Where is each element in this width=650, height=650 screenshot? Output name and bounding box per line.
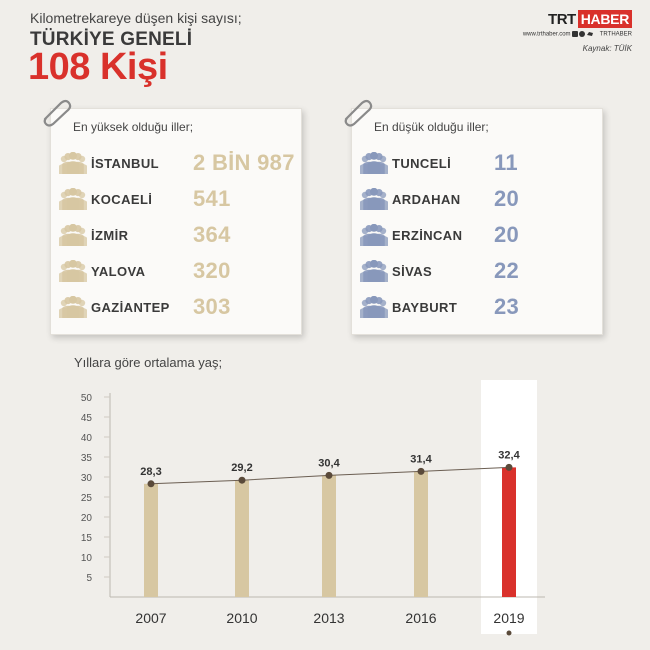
- lowest-city: BAYBURT: [392, 299, 458, 315]
- y-tick-label: 40: [81, 433, 93, 444]
- source-label: Kaynak: TÜİK: [582, 43, 632, 53]
- people-icon: [59, 152, 87, 174]
- chart-title: Yıllara göre ortalama yaş;: [74, 355, 223, 370]
- social-icons: [572, 31, 600, 38]
- lowest-value: 22: [494, 258, 520, 283]
- lowest-value: 20: [494, 222, 520, 247]
- brand-haber: HABER: [577, 10, 632, 28]
- lowest-card: En düşük olduğu iller; TUNCELİ 11 ARDAHAN 2…: [344, 99, 603, 335]
- y-tick-label: 20: [81, 513, 93, 524]
- lowest-value: 11: [494, 150, 518, 175]
- highest-city: GAZİANTEP: [91, 299, 170, 315]
- data-point: [505, 463, 513, 471]
- y-tick-label: 45: [81, 413, 93, 424]
- highest-value: 2 BİN 987: [193, 150, 295, 175]
- people-icon: [360, 152, 388, 174]
- highest-heading: En yüksek olduğu iller;: [73, 120, 194, 134]
- lowest-city: TUNCELİ: [392, 155, 452, 171]
- bar-2016: [414, 471, 428, 597]
- highest-list: İSTANBUL 2 BİN 987 KOCAELİ 541 İZMİR 364 YALOV…: [59, 145, 297, 325]
- y-tick-label: 5: [86, 573, 92, 584]
- brand-trt: TRT: [548, 10, 576, 28]
- people-icon: [59, 260, 87, 282]
- y-tick-label: 35: [81, 453, 93, 464]
- lowest-value: 23: [494, 294, 520, 319]
- highest-value: 303: [193, 294, 231, 319]
- data-label: 28,3: [140, 466, 161, 478]
- x-tick-label: 2016: [405, 610, 436, 626]
- highest-city: YALOVA: [91, 263, 146, 279]
- lowest-row: TUNCELİ 11: [360, 145, 598, 181]
- data-point: [417, 467, 425, 475]
- highest-row: YALOVA 320: [59, 253, 297, 289]
- paperclip-icon: [43, 99, 72, 127]
- highest-value: 364: [193, 222, 231, 247]
- lowest-value: 20: [494, 186, 520, 211]
- people-icon: [360, 224, 388, 246]
- highest-card: En yüksek olduğu iller; İSTANBUL 2 BİN 98…: [43, 99, 302, 335]
- highest-value: 320: [193, 258, 231, 283]
- highlight-marker: [506, 630, 512, 636]
- brand-social: TRTHABER: [599, 31, 632, 38]
- people-icon: [59, 188, 87, 210]
- paperclip-icon: [344, 99, 373, 127]
- bar-2013: [322, 475, 336, 597]
- bar-2010: [235, 480, 249, 597]
- y-tick-label: 15: [81, 533, 93, 544]
- brand-web: www.trthaber.com TRTHABER: [523, 31, 632, 38]
- lowest-city: ARDAHAN: [392, 191, 461, 207]
- y-tick-label: 10: [81, 553, 93, 564]
- lowest-city: SİVAS: [392, 263, 433, 279]
- bar-2019: [502, 467, 516, 597]
- y-tick-label: 30: [81, 473, 93, 484]
- highest-value: 541: [193, 186, 231, 211]
- highest-city: İZMİR: [91, 227, 129, 243]
- highest-city: İSTANBUL: [91, 155, 159, 171]
- brand-website: www.trthaber.com: [522, 31, 571, 38]
- lowest-row: SİVAS 22: [360, 253, 598, 289]
- people-icon: [360, 188, 388, 210]
- lowest-row: ERZİNCAN 20: [360, 217, 598, 253]
- people-icon: [59, 296, 87, 318]
- social-media-icon: [572, 31, 594, 37]
- highest-row: İSTANBUL 2 BİN 987: [59, 145, 297, 181]
- data-label: 30,4: [318, 457, 340, 469]
- y-tick-label: 25: [81, 493, 93, 504]
- data-label: 32,4: [498, 449, 520, 461]
- lowest-heading: En düşük olduğu iller;: [374, 120, 489, 134]
- header-value: 108 Kişi: [28, 46, 168, 88]
- highest-row: KOCAELİ 541: [59, 181, 297, 217]
- bar-2007: [144, 483, 158, 597]
- data-point: [238, 476, 246, 484]
- people-icon: [360, 260, 388, 282]
- data-point: [325, 471, 333, 479]
- brand-logo: TRT HABER: [523, 10, 632, 28]
- lowest-row: ARDAHAN 20: [360, 181, 598, 217]
- people-icon: [59, 224, 87, 246]
- lowest-list: TUNCELİ 11 ARDAHAN 20 ERZİNCAN 20 SİVAS 22 BAYBU…: [360, 145, 598, 325]
- highest-row: GAZİANTEP 303: [59, 289, 297, 325]
- lowest-city: ERZİNCAN: [392, 227, 463, 243]
- highest-city: KOCAELİ: [91, 191, 153, 207]
- data-point: [147, 480, 155, 488]
- x-tick-label: 2007: [135, 610, 166, 626]
- highest-row: İZMİR 364: [59, 217, 297, 253]
- x-tick-label: 2019: [493, 610, 524, 626]
- x-tick-label: 2013: [313, 610, 344, 626]
- data-label: 31,4: [410, 453, 432, 465]
- data-label: 29,2: [231, 462, 252, 474]
- header-title: TÜRKİYE GENELİ: [30, 29, 193, 50]
- y-tick-label: 50: [81, 393, 93, 404]
- x-tick-label: 2010: [226, 610, 257, 626]
- header-subtitle: Kilometrekareye düşen kişi sayısı;: [30, 10, 242, 26]
- brand-block: TRT HABER www.trthaber.com TRTHABER Kayn…: [523, 10, 632, 53]
- lowest-row: BAYBURT 23: [360, 289, 598, 325]
- people-icon: [360, 296, 388, 318]
